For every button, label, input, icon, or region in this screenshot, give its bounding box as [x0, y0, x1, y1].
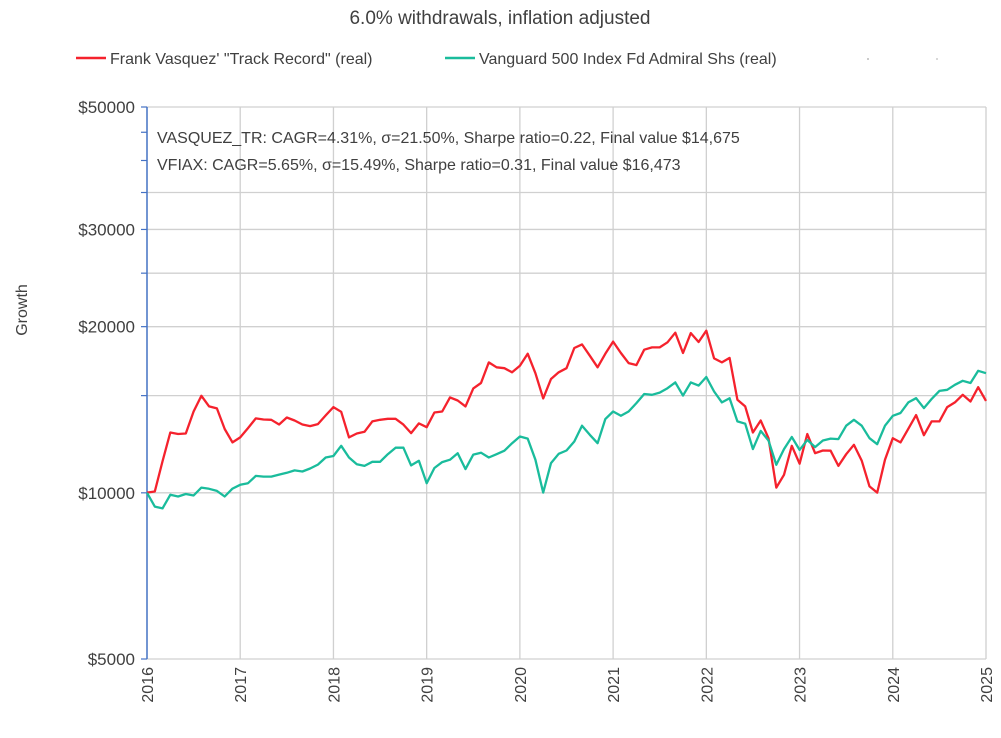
x-tick-label: 2018 [326, 667, 343, 703]
chart-title: 6.0% withdrawals, inflation adjusted [349, 8, 650, 29]
x-tick-label: 2023 [793, 667, 810, 703]
gridlines [147, 106, 987, 660]
y-axis-title: Growth [14, 284, 31, 336]
series-lines [145, 329, 987, 510]
annotation-vasquez-stats: VASQUEZ_TR: CAGR=4.31%, σ=21.50%, Sharpe… [157, 130, 740, 147]
x-tick-label: 2022 [699, 667, 716, 703]
x-tick-label: 2017 [233, 667, 250, 703]
y-tick-label: $5000 [88, 650, 135, 669]
legend-empty-marker [867, 58, 869, 60]
x-tick-label: 2019 [420, 667, 437, 703]
x-tick-label: 2020 [513, 667, 530, 703]
legend-empty-marker [936, 58, 938, 60]
legend-label-vfiax: Vanguard 500 Index Fd Admiral Shs (real) [479, 51, 777, 68]
y-tick-label: $10000 [78, 484, 135, 503]
y-tick-label: $50000 [78, 98, 135, 117]
x-tick-label: 2024 [886, 667, 903, 703]
legend-label-vasquez: Frank Vasquez' "Track Record" (real) [110, 51, 373, 68]
legend: Frank Vasquez' "Track Record" (real) Van… [76, 51, 938, 68]
annotation-vfiax-stats: VFIAX: CAGR=5.65%, σ=15.49%, Sharpe rati… [157, 157, 681, 174]
y-axis: $5000 $10000 $20000 $30000 $50000 [78, 98, 148, 669]
y-tick-label: $30000 [78, 220, 135, 239]
x-axis: 2016 2017 2018 2019 2020 2021 2022 2023 2024 2025 [140, 667, 996, 703]
x-tick-label: 2016 [140, 667, 157, 703]
y-tick-label: $20000 [78, 318, 135, 337]
series-line-vasquez [146, 329, 987, 494]
series-line-vfiax [145, 369, 987, 510]
x-tick-label: 2025 [979, 667, 996, 703]
x-tick-label: 2021 [606, 667, 623, 703]
